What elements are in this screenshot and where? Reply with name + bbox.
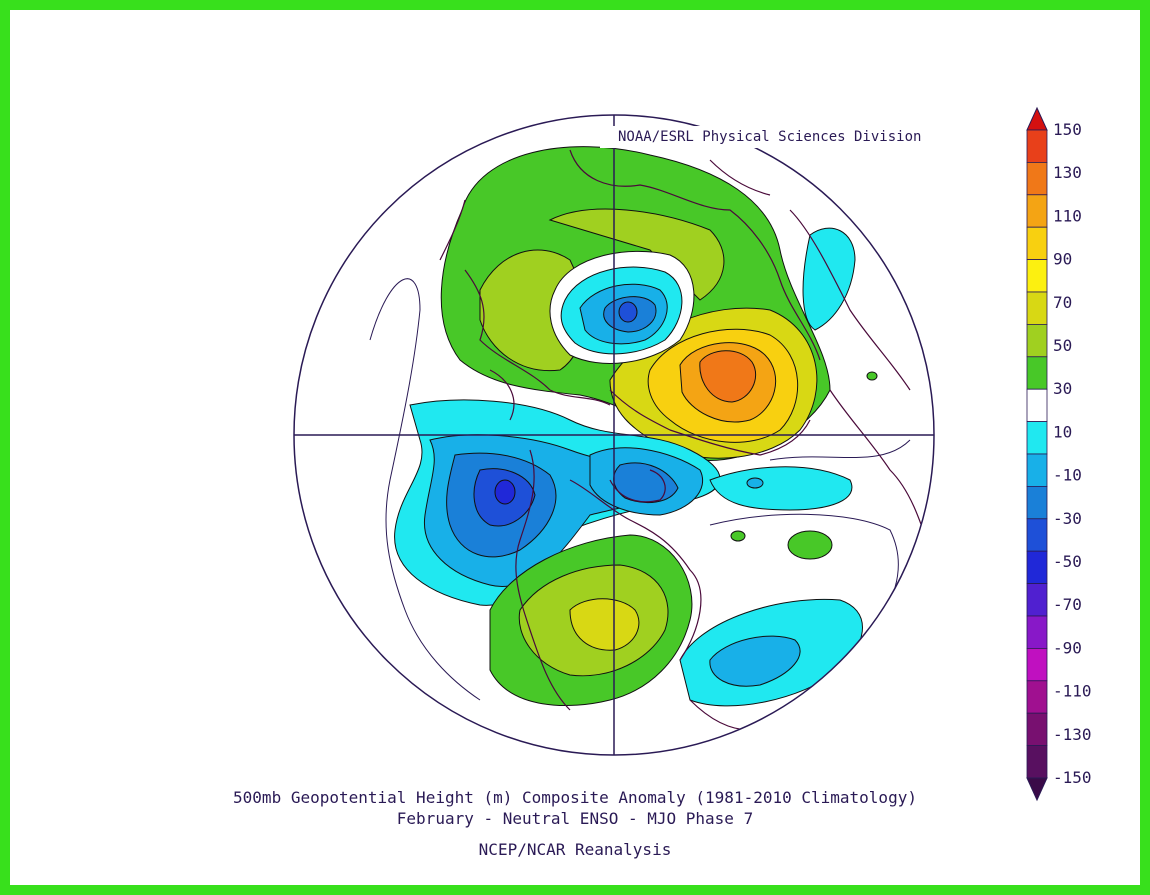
anomaly-siberia-110 — [699, 350, 757, 403]
legend-swatch — [1026, 745, 1048, 779]
anomaly-east-pacific-core — [746, 477, 764, 489]
caption-title: 500mb Geopotential Height (m) Composite … — [233, 788, 917, 807]
caption-subtitle: February - Neutral ENSO - MJO Phase 7 — [396, 809, 754, 828]
legend-swatch — [1026, 388, 1048, 423]
legend-swatch — [1026, 194, 1048, 228]
legend-label: 50 — [1053, 336, 1072, 355]
legend-swatch — [1026, 550, 1048, 585]
legend-label: 150 — [1053, 120, 1082, 139]
legend-cap-bottom — [1026, 777, 1048, 802]
legend-swatch — [1026, 583, 1048, 617]
legend-swatch — [1026, 161, 1048, 196]
legend-label: -50 — [1053, 552, 1082, 571]
zero-contour-asia — [769, 439, 911, 461]
legend-label: -130 — [1053, 725, 1092, 744]
legend-label: 110 — [1053, 206, 1082, 225]
anomaly-barents-core — [618, 301, 638, 323]
legend-swatch — [1026, 518, 1048, 552]
anomaly-us-50 — [569, 598, 640, 651]
zero-contour-pacific — [369, 278, 481, 701]
legend-label: 90 — [1053, 250, 1072, 269]
anomaly-map — [293, 114, 935, 756]
legend-label: -70 — [1053, 595, 1082, 614]
legend-label: -150 — [1053, 768, 1092, 787]
anomaly-pacific-core — [494, 479, 516, 505]
legend-swatch — [1026, 453, 1048, 487]
legend-label: -10 — [1053, 466, 1082, 485]
legend-swatch — [1026, 648, 1048, 682]
legend-label: -90 — [1053, 638, 1082, 657]
legend-label: 130 — [1053, 163, 1082, 182]
legend-swatch — [1026, 129, 1048, 163]
legend-swatch — [1026, 259, 1048, 293]
credit-label: NOAA/ESRL Physical Sciences Division — [600, 126, 945, 148]
legend-swatch — [1026, 323, 1048, 358]
anomaly-atlantic-30 — [709, 635, 801, 687]
legend-swatch — [1026, 485, 1048, 520]
anomaly-east-pacific-low — [709, 466, 853, 511]
legend-label: 70 — [1053, 293, 1072, 312]
legend-swatch — [1026, 226, 1048, 260]
caption-source: NCEP/NCAR Reanalysis — [478, 840, 672, 859]
color-legend: 150 130 110 90 70 50 30 10 -10 -30 -50 -70 -90 -110 -1… — [1026, 106, 1092, 802]
anomaly-africa-positive — [787, 530, 833, 560]
legend-label: 30 — [1053, 379, 1072, 398]
legend-swatch — [1026, 291, 1048, 325]
legend-swatch — [1026, 615, 1048, 649]
legend-cap-top — [1026, 106, 1048, 131]
anomaly-tibet-positive — [866, 371, 878, 381]
anomaly-small-positive — [730, 530, 746, 542]
legend-label: -30 — [1053, 509, 1082, 528]
figure-frame: 150 130 110 90 70 50 30 10 -10 -30 -50 -70 -90 -110 -1… — [10, 10, 1140, 885]
anomaly-japan-low — [802, 227, 856, 331]
legend-label: -110 — [1053, 682, 1092, 701]
legend-swatch — [1026, 421, 1048, 455]
legend-swatch — [1026, 356, 1048, 390]
legend-label: 10 — [1053, 422, 1072, 441]
legend-swatch — [1026, 712, 1048, 747]
legend-swatch — [1026, 680, 1048, 714]
